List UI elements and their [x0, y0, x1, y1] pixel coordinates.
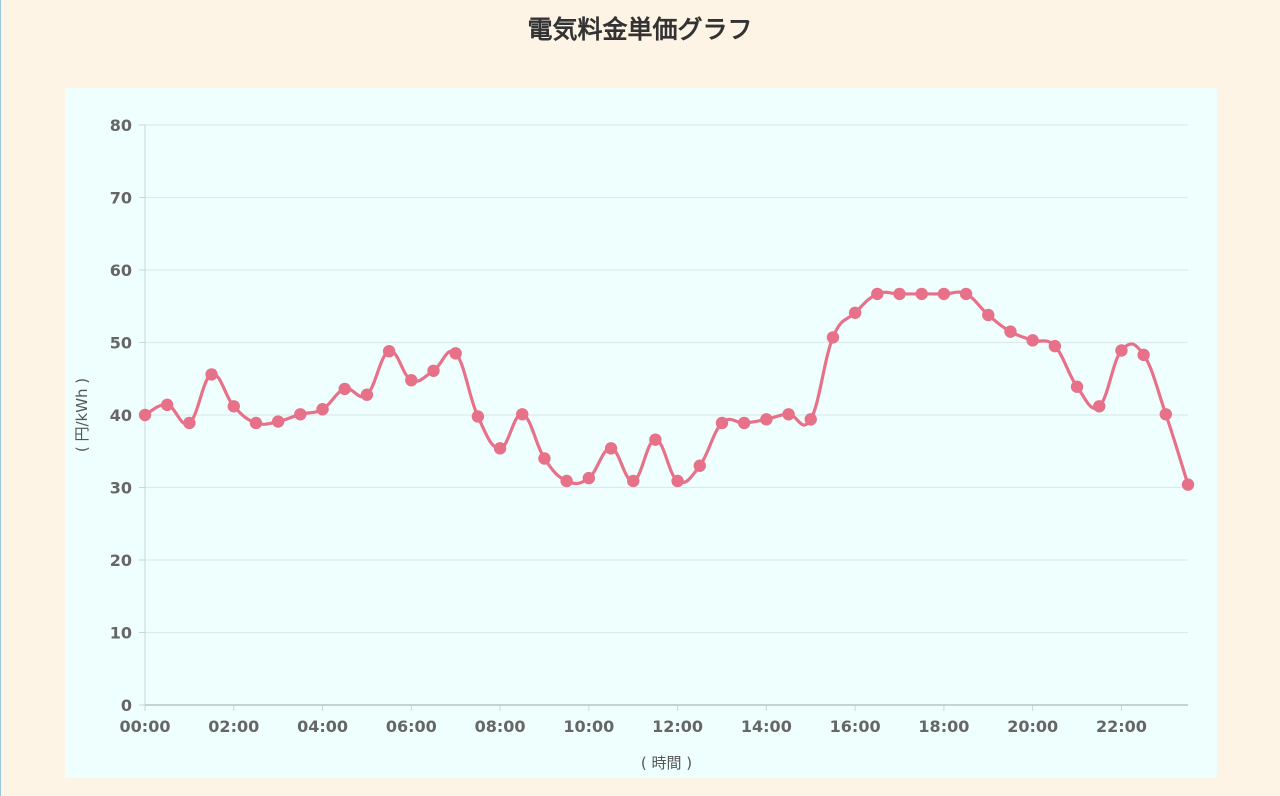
data-point[interactable] [449, 347, 462, 360]
data-point[interactable] [760, 413, 773, 426]
data-point[interactable] [1070, 380, 1084, 393]
data-point[interactable] [382, 345, 396, 358]
data-point[interactable] [1115, 344, 1128, 357]
y-tick-label: 80 [110, 116, 132, 135]
data-point[interactable] [538, 452, 551, 465]
data-point[interactable] [249, 416, 263, 430]
data-point[interactable] [1137, 348, 1150, 362]
data-point[interactable] [183, 416, 196, 430]
x-axis-label: ( 時間 ) [641, 754, 692, 772]
data-point[interactable] [649, 433, 662, 446]
data-point[interactable] [1159, 408, 1173, 421]
x-tick-label: 10:00 [563, 717, 614, 736]
window-left-edge [0, 0, 1, 796]
chart-panel: 0 10 20 30 40 50 60 70 80 00:00 02:00 04:00 06:00 08… [65, 88, 1217, 778]
data-point[interactable] [227, 400, 240, 413]
y-axis-label: ( 円/kWh ) [73, 378, 91, 452]
data-point[interactable] [848, 306, 862, 319]
x-tick-label: 16:00 [830, 717, 881, 736]
x-tick-label: 00:00 [120, 717, 171, 736]
x-tick-label: 14:00 [741, 717, 792, 736]
data-point[interactable] [959, 287, 973, 301]
data-point[interactable] [693, 459, 706, 472]
page-title: 電気料金単価グラフ [527, 15, 753, 44]
data-point[interactable] [138, 408, 152, 422]
y-tick-label: 70 [110, 189, 132, 208]
y-tick-label: 10 [110, 624, 132, 643]
data-point[interactable] [982, 308, 995, 322]
data-point[interactable] [1093, 400, 1106, 413]
data-point[interactable] [671, 474, 684, 488]
data-point[interactable] [1181, 478, 1195, 491]
data-point[interactable] [160, 398, 174, 412]
data-point[interactable] [405, 374, 418, 387]
data-point[interactable] [427, 364, 440, 377]
x-tick-label: 02:00 [208, 717, 259, 736]
data-point[interactable] [516, 408, 529, 421]
data-point[interactable] [915, 287, 928, 301]
x-tick-label: 04:00 [297, 717, 348, 736]
data-point[interactable] [1026, 334, 1039, 347]
x-tick-label: 08:00 [475, 717, 526, 736]
data-point[interactable] [582, 471, 596, 485]
data-point[interactable] [338, 382, 351, 396]
x-tick-label: 18:00 [918, 717, 969, 736]
data-point[interactable] [271, 415, 285, 428]
price-data-points [138, 287, 1195, 491]
y-axis-ticks: 0 10 20 30 40 50 60 70 80 [110, 116, 145, 715]
data-point[interactable] [715, 416, 729, 430]
data-point[interactable] [937, 287, 951, 301]
y-tick-label: 40 [110, 406, 132, 425]
data-point[interactable] [205, 368, 218, 381]
data-point[interactable] [360, 388, 374, 401]
y-tick-label: 30 [110, 479, 132, 498]
data-point[interactable] [893, 287, 906, 301]
grid-lines [145, 124, 1188, 706]
data-point[interactable] [804, 413, 817, 426]
y-tick-label: 60 [110, 261, 132, 280]
y-tick-label: 20 [110, 551, 132, 570]
data-point[interactable] [871, 287, 884, 301]
data-point[interactable] [627, 474, 640, 488]
data-point[interactable] [471, 410, 485, 423]
data-point[interactable] [604, 442, 618, 455]
x-tick-label: 12:00 [652, 717, 703, 736]
y-tick-label: 50 [110, 334, 132, 353]
x-tick-label: 06:00 [386, 717, 437, 736]
x-axis-ticks: 00:00 02:00 04:00 06:00 08:00 10:00 12:00 14:00… [120, 705, 1147, 736]
data-point[interactable] [316, 403, 329, 416]
price-series-line [143, 290, 1190, 487]
x-tick-label: 22:00 [1096, 717, 1147, 736]
x-tick-label: 20:00 [1007, 717, 1058, 736]
data-point[interactable] [560, 474, 573, 488]
data-point[interactable] [782, 408, 795, 421]
data-point[interactable] [826, 331, 840, 344]
price-line-chart: 0 10 20 30 40 50 60 70 80 00:00 02:00 04:00 06:00 08… [73, 116, 1195, 772]
data-point[interactable] [294, 408, 307, 421]
y-tick-label: 0 [121, 696, 132, 715]
data-point[interactable] [1048, 339, 1062, 353]
data-point[interactable] [1004, 325, 1017, 338]
data-point[interactable] [737, 416, 751, 430]
data-point[interactable] [493, 442, 507, 455]
